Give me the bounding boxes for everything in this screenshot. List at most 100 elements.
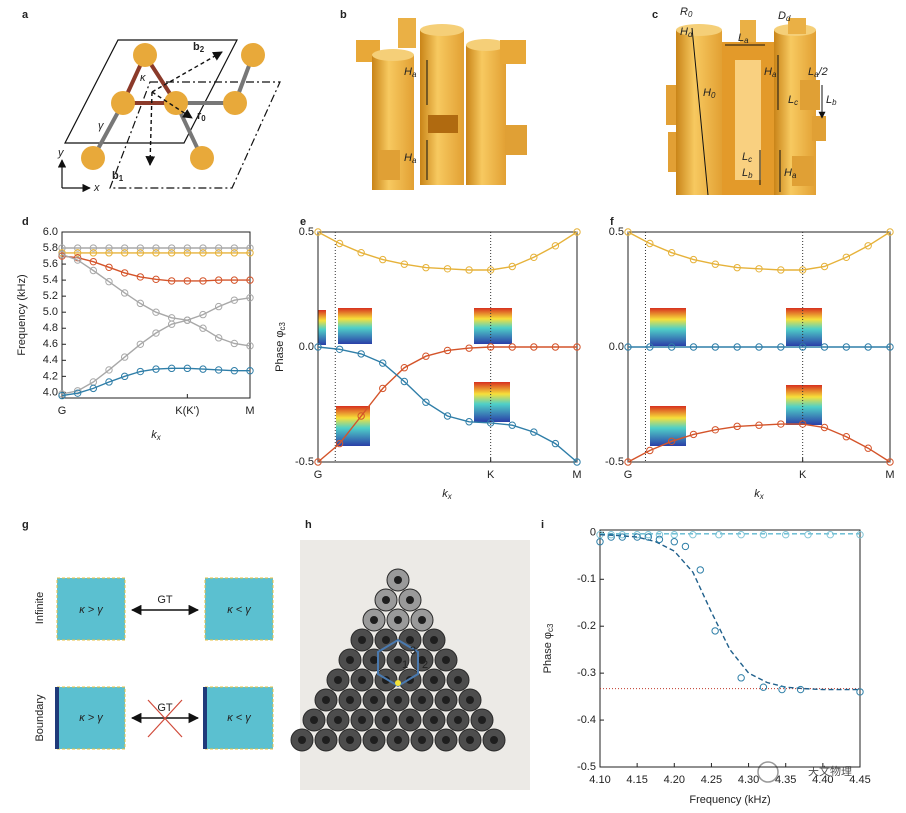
data-point	[120, 353, 129, 361]
y-tick-label: 4.8	[43, 322, 58, 334]
x-tick-label: 4.10	[589, 774, 610, 786]
row-label: Boundary	[34, 694, 46, 742]
series-line	[317, 346, 577, 463]
data-point	[230, 276, 239, 284]
cylinder-core	[454, 716, 462, 724]
data-point	[214, 366, 223, 374]
y-axis-label-main: Phase φ	[274, 330, 286, 371]
data-point	[737, 530, 745, 539]
dimension-label-main: H	[784, 167, 792, 179]
x-tick-label: 4.15	[626, 774, 647, 786]
y-tick-label: 4.0	[43, 386, 58, 398]
data-point	[214, 249, 223, 257]
data-point	[314, 458, 322, 466]
vector-label: r0	[197, 110, 206, 123]
data-point	[886, 343, 894, 351]
x-tick-label: 4.25	[701, 774, 722, 786]
dimension-label: H0	[703, 87, 716, 100]
axis-label: y	[57, 147, 65, 159]
x-axis-label-sub: x	[156, 433, 162, 442]
data-point	[715, 530, 723, 539]
dimension-label-main: L	[742, 167, 748, 179]
y-tick-label: 0	[590, 526, 596, 538]
data-point	[486, 343, 495, 351]
data-point	[886, 228, 894, 236]
cylinder-core	[406, 716, 414, 724]
panel-label: d	[22, 216, 29, 228]
y-tick-label: -0.4	[577, 714, 596, 726]
data-point	[89, 244, 98, 252]
vector-label-main: b	[193, 41, 200, 53]
data-point	[667, 249, 676, 257]
cylinder-core	[442, 696, 450, 704]
axis-label: x	[93, 182, 100, 194]
data-point	[530, 343, 538, 351]
data-point	[89, 257, 98, 266]
data-point	[465, 266, 473, 274]
data-point	[886, 458, 894, 466]
data-point	[120, 289, 129, 297]
data-point	[530, 428, 538, 436]
data-point	[667, 437, 676, 445]
dimension-label-sub: b	[748, 171, 753, 180]
y-axis-label-sub: c3	[278, 322, 287, 331]
data-point	[89, 384, 98, 393]
data-point	[759, 683, 768, 691]
row-label: Infinite	[34, 592, 46, 624]
data-point	[120, 269, 129, 277]
series-line	[61, 319, 251, 395]
dimension-label-main: L	[788, 94, 794, 106]
topology-diagram	[55, 577, 274, 750]
y-tick-label: -0.5	[577, 761, 596, 773]
data-point	[607, 530, 615, 539]
data-point	[644, 533, 652, 541]
x-axis-label: Frequency (kHz)	[689, 794, 770, 806]
dimension-label: Hd	[680, 26, 693, 39]
sample-photo	[290, 568, 506, 752]
data-point	[551, 439, 560, 448]
dimension-label: Ha	[784, 167, 797, 180]
box-label: κ > γ	[79, 604, 104, 616]
series-line	[627, 231, 891, 271]
data-point	[759, 530, 768, 539]
dimension-label: Lc	[788, 94, 798, 107]
cylinder-core	[442, 736, 450, 744]
x-tick-label: 4.35	[775, 774, 796, 786]
dimension-label: La/2	[808, 66, 828, 79]
data-point	[711, 260, 720, 268]
dimension-label: R0	[680, 6, 693, 19]
vector-label-sub: 2	[200, 45, 205, 54]
dimension-label: Lb	[742, 167, 753, 180]
data-point	[199, 324, 207, 332]
data-point	[422, 263, 430, 272]
data-point	[681, 542, 690, 551]
bond-label: γ	[98, 120, 105, 132]
data-point	[711, 343, 720, 351]
data-point	[689, 343, 698, 351]
unit-cell-shifted	[109, 81, 281, 189]
dimension-label-after: /2	[818, 66, 828, 78]
x-tick-label: G	[624, 469, 633, 481]
cylinder-core	[298, 736, 306, 744]
cylinder-core	[358, 716, 366, 724]
data-point	[199, 310, 207, 319]
x-axis-label: kx	[754, 488, 765, 501]
data-point	[422, 398, 430, 406]
data-point	[89, 266, 98, 275]
cylinder-core	[370, 696, 378, 704]
data-point	[777, 420, 785, 428]
dimension-lines	[691, 27, 826, 196]
data-point	[214, 334, 223, 342]
dimension-label: Ha	[404, 66, 417, 79]
x-tick-label: G	[314, 469, 323, 481]
data-point	[167, 277, 176, 285]
data-point	[443, 412, 452, 420]
y-tick-label: 0.5	[609, 226, 624, 238]
data-point	[357, 412, 365, 420]
data-point	[696, 566, 704, 574]
cylinder-core	[394, 656, 402, 664]
data-point	[105, 278, 113, 286]
dimension-label: Dd	[778, 10, 791, 23]
